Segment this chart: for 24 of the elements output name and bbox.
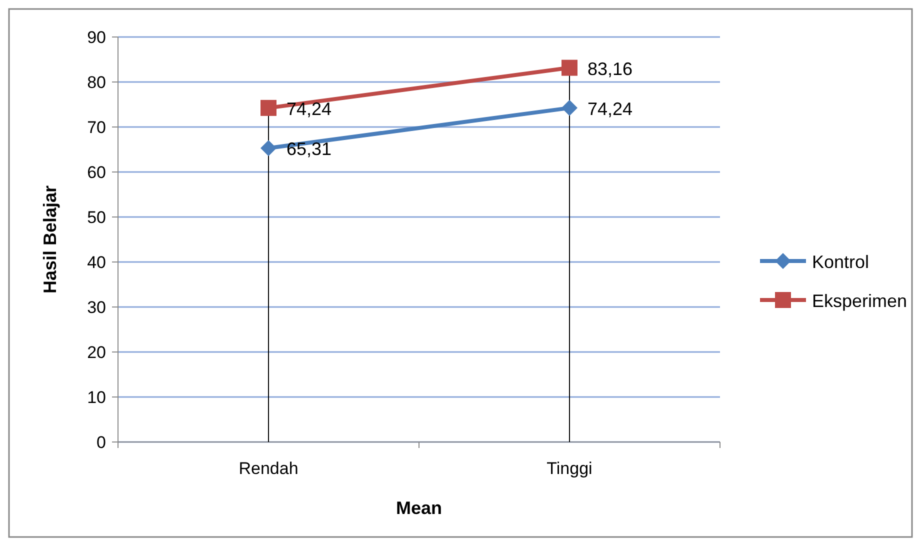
y-tick-label: 20 (87, 343, 106, 362)
y-tick-label: 40 (87, 253, 106, 272)
data-label: 74,24 (286, 98, 332, 119)
data-label: 65,31 (286, 139, 332, 160)
point (260, 140, 276, 156)
y-tick-label: 10 (87, 388, 106, 407)
y-tick-label: 30 (87, 298, 106, 317)
legend-label: Eksperimen (812, 291, 908, 311)
x-axis-title: Mean (396, 498, 442, 518)
y-axis-title: Hasil Belajar (40, 185, 60, 294)
y-tick-label: 50 (87, 208, 106, 227)
y-tick-label: 90 (87, 28, 106, 47)
y-tick-label: 80 (87, 73, 106, 92)
x-tick-label: Tinggi (546, 459, 592, 478)
point (562, 60, 578, 76)
y-tick-label: 0 (96, 433, 106, 452)
legend-label: Kontrol (812, 252, 870, 272)
x-tick-label: Rendah (238, 459, 298, 478)
y-tick-label: 70 (87, 118, 106, 137)
point (562, 100, 578, 116)
data-label: 74,24 (588, 98, 633, 119)
y-tick-label: 60 (87, 163, 106, 182)
data-label: 83,16 (588, 58, 633, 79)
point (260, 100, 276, 116)
